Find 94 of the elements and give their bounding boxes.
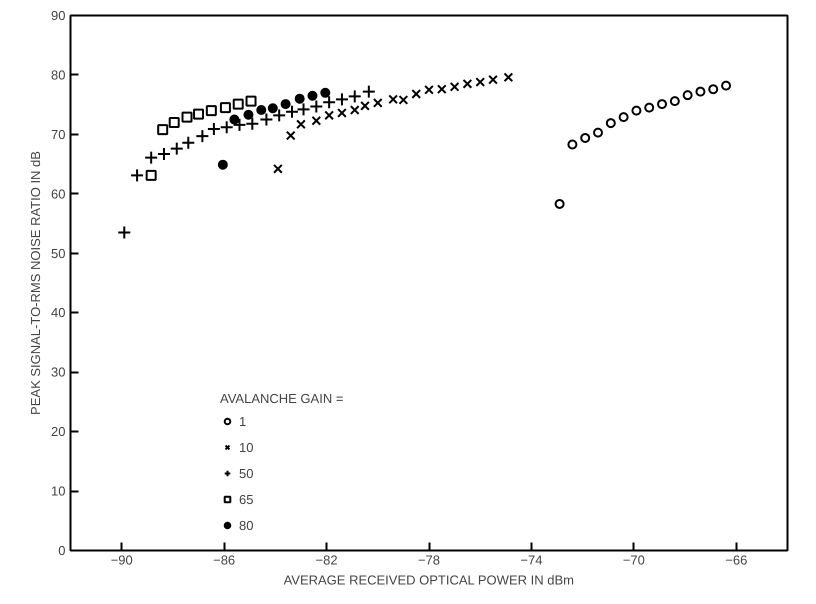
point <box>348 89 362 104</box>
y-tick-label: 50 <box>51 246 66 261</box>
point <box>294 94 305 104</box>
x-tick-label: −66 <box>725 552 748 568</box>
point <box>606 118 616 128</box>
point <box>170 142 184 156</box>
y-tick-label: 70 <box>51 126 66 142</box>
point <box>218 160 228 170</box>
point <box>567 140 578 150</box>
point <box>362 84 376 99</box>
point <box>450 82 460 92</box>
point <box>682 90 693 100</box>
point <box>475 77 486 87</box>
point <box>360 100 370 111</box>
point <box>580 132 590 143</box>
point <box>273 164 283 174</box>
point <box>670 96 680 106</box>
point <box>268 103 278 114</box>
point <box>372 98 383 108</box>
point <box>232 98 244 110</box>
point <box>243 110 254 120</box>
point <box>309 99 324 114</box>
point <box>245 116 260 131</box>
legend-label: 65 <box>239 492 254 506</box>
point <box>618 112 629 122</box>
point <box>286 130 296 140</box>
point <box>488 74 498 85</box>
point <box>232 118 247 132</box>
x-tick-label: −86 <box>213 552 236 568</box>
point <box>593 128 604 138</box>
point <box>436 84 447 94</box>
point <box>320 88 330 98</box>
point <box>157 124 168 136</box>
point <box>182 112 193 123</box>
point <box>246 96 257 107</box>
y-tick-label: 40 <box>51 305 66 320</box>
point <box>324 110 334 120</box>
y-tick-label: 20 <box>51 424 66 440</box>
legend-label: 10 <box>239 440 254 454</box>
point <box>462 78 472 89</box>
point <box>631 106 642 116</box>
point <box>206 122 221 136</box>
y-tick-label: 30 <box>51 364 66 380</box>
point <box>350 105 360 115</box>
point <box>424 84 434 95</box>
x-axis-title: AVERAGE RECEIVED OPTICAL POWER IN dBm <box>284 572 574 588</box>
point <box>181 136 196 150</box>
point <box>130 168 144 182</box>
point <box>322 95 336 110</box>
point <box>411 89 422 99</box>
point <box>156 147 171 162</box>
x-tick-label: −78 <box>418 552 440 568</box>
point <box>195 129 210 144</box>
point <box>146 170 157 181</box>
point <box>307 90 318 101</box>
point <box>296 102 311 116</box>
point <box>554 198 565 209</box>
point <box>259 112 274 127</box>
point <box>285 104 299 119</box>
x-tick-label: −82 <box>316 552 338 568</box>
point <box>695 86 706 97</box>
point <box>721 80 732 91</box>
y-tick-label: 90 <box>51 8 66 23</box>
point <box>206 105 217 116</box>
x-tick-label: −74 <box>520 552 542 568</box>
x-tick-label: −70 <box>622 552 645 568</box>
point <box>229 114 240 125</box>
legend-label: 1 <box>239 414 248 428</box>
point <box>644 102 654 113</box>
point <box>296 119 306 130</box>
point <box>337 108 347 118</box>
point <box>311 116 322 126</box>
y-tick-label: 10 <box>51 484 66 499</box>
point <box>193 108 204 120</box>
legend-title: AVALANCHE GAIN = <box>220 391 344 406</box>
point <box>503 72 514 82</box>
y-axis-title: PEAK SIGNAL-TO-RMS NOISE RATIO IN dB <box>28 151 44 415</box>
y-tick-label: 0 <box>58 543 66 558</box>
y-tick-label: 80 <box>51 67 66 82</box>
point <box>657 99 668 110</box>
y-tick-label: 60 <box>51 186 66 202</box>
point <box>144 150 158 165</box>
legend-label: 50 <box>239 466 254 480</box>
point <box>117 225 132 240</box>
legend-label: 80 <box>239 518 254 532</box>
point <box>168 117 180 128</box>
point <box>256 105 266 116</box>
x-tick-label: −90 <box>110 552 133 568</box>
point <box>280 99 291 110</box>
point <box>220 102 231 114</box>
point <box>334 92 349 106</box>
point <box>272 108 286 122</box>
point <box>220 120 234 134</box>
point <box>708 84 718 94</box>
